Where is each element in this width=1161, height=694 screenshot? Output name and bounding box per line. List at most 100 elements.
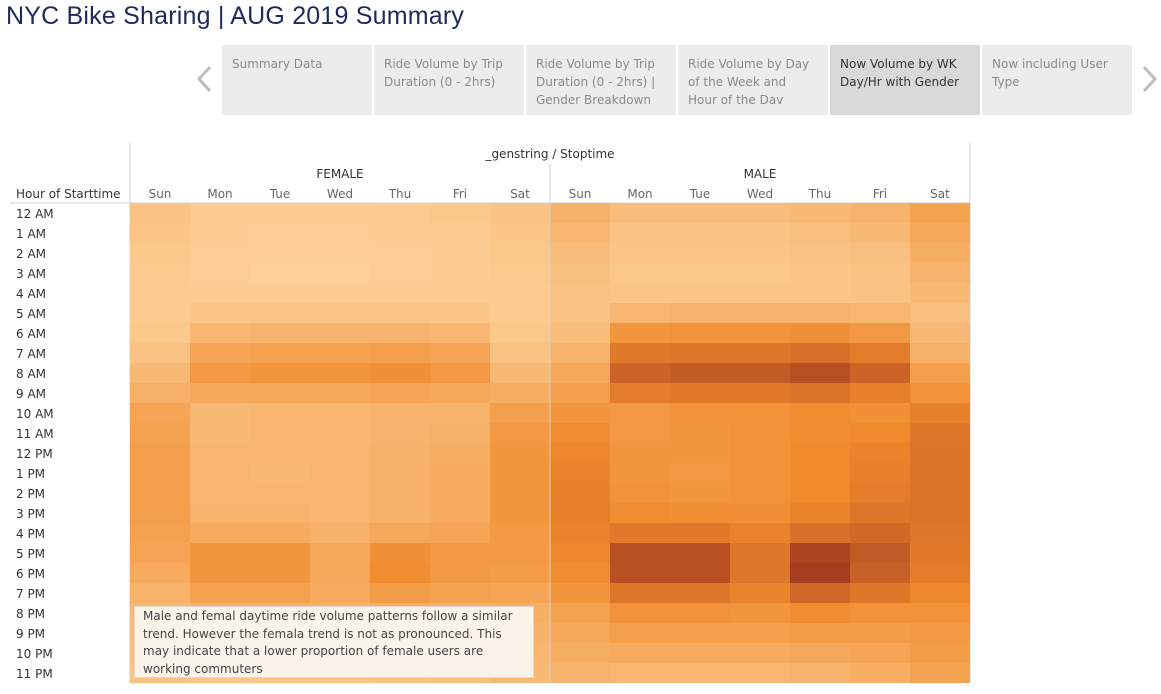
heatmap-cell [490, 223, 550, 243]
heatmap-cell [190, 443, 250, 463]
heatmap-cell [790, 343, 850, 363]
tab-ride-volume-gender[interactable]: Ride Volume by Trip Duration (0 - 2hrs) … [526, 45, 676, 115]
tab-ride-volume-duration[interactable]: Ride Volume by Trip Duration (0 - 2hrs) [374, 45, 524, 115]
heatmap-cell [490, 523, 550, 543]
heatmap-cell [790, 623, 850, 643]
heatmap-cell [250, 403, 310, 423]
heatmap-cell [370, 403, 430, 423]
heatmap-cell [610, 303, 670, 323]
hour-label: 6 AM [16, 327, 46, 341]
heatmap-cell [550, 663, 610, 683]
tab-user-type[interactable]: Now including User Type [982, 45, 1132, 115]
heatmap-cell [310, 563, 370, 583]
heatmap-cell [250, 543, 310, 563]
heatmap-cell [910, 223, 970, 243]
heatmap-cell [130, 383, 190, 403]
heatmap-cell [250, 363, 310, 383]
heatmap-cell [910, 623, 970, 643]
heatmap-cell [790, 523, 850, 543]
heatmap-cell [550, 623, 610, 643]
heatmap-cell [730, 523, 790, 543]
hour-label: 12 PM [16, 447, 53, 461]
heatmap-cell [490, 443, 550, 463]
heatmap-cell [730, 663, 790, 683]
tab-summary-data[interactable]: Summary Data [222, 45, 372, 115]
heatmap-cell [550, 223, 610, 243]
heatmap-cell [250, 343, 310, 363]
heatmap-cell [250, 523, 310, 543]
heatmap-cell [250, 323, 310, 343]
heatmap-cell [610, 263, 670, 283]
heatmap-cell [790, 303, 850, 323]
heatmap-cell [310, 483, 370, 503]
hour-label: 2 PM [16, 487, 45, 501]
heatmap-cell [730, 203, 790, 223]
heatmap-cell [910, 543, 970, 563]
heatmap-cell [370, 283, 430, 303]
heatmap-cell [670, 483, 730, 503]
heatmap-cell [610, 323, 670, 343]
heatmap-cell [790, 603, 850, 623]
heatmap-cell [370, 423, 430, 443]
heatmap-cell [670, 463, 730, 483]
heatmap-cell [190, 503, 250, 523]
heatmap-cell [370, 543, 430, 563]
heatmap-cell [490, 263, 550, 283]
heatmap-cell [850, 383, 910, 403]
tab-volume-wk-gender[interactable]: Now Volume by WK Day/Hr with Gender [830, 45, 980, 115]
heatmap-cell [790, 403, 850, 423]
chevron-right-icon[interactable] [1138, 63, 1160, 95]
heatmap-cell [850, 523, 910, 543]
heatmap-cell [850, 623, 910, 643]
heatmap-cell [250, 463, 310, 483]
heatmap-cell [730, 443, 790, 463]
heatmap-cell [430, 423, 490, 443]
heatmap-cell [490, 363, 550, 383]
day-label: Sat [930, 187, 950, 201]
heatmap-cell [310, 223, 370, 243]
day-label: Wed [747, 187, 773, 201]
hour-label: 9 AM [16, 387, 46, 401]
heatmap-cell [190, 583, 250, 603]
heatmap-cell [310, 543, 370, 563]
tab-ride-volume-day-hour[interactable]: Ride Volume by Day of the Week and Hour … [678, 45, 828, 115]
heatmap-cell [310, 503, 370, 523]
heatmap-cell [610, 563, 670, 583]
heatmap-cell [610, 483, 670, 503]
heatmap-cell [910, 523, 970, 543]
heatmap-cell [130, 463, 190, 483]
heatmap-cell [910, 503, 970, 523]
hour-label: 7 PM [16, 587, 45, 601]
heatmap-cell [910, 383, 970, 403]
chevron-left-icon[interactable] [194, 63, 216, 95]
heatmap-cell [310, 363, 370, 383]
heatmap-cell [610, 343, 670, 363]
heatmap-cell [250, 563, 310, 583]
heatmap-cell [370, 503, 430, 523]
heatmap-cell [310, 523, 370, 543]
heatmap-cell [550, 343, 610, 363]
heatmap-cell [310, 423, 370, 443]
hour-label: 5 AM [16, 307, 46, 321]
heatmap-cell [130, 403, 190, 423]
heatmap-cell [610, 643, 670, 663]
heatmap-cell [490, 483, 550, 503]
heatmap-cell [730, 383, 790, 403]
heatmap-cell [250, 423, 310, 443]
heatmap-cell [490, 343, 550, 363]
heatmap-cell [430, 483, 490, 503]
heatmap-cell [730, 243, 790, 263]
heatmap-cell [850, 603, 910, 623]
heatmap-cell [370, 463, 430, 483]
heatmap-cell [250, 443, 310, 463]
heatmap-cell [910, 463, 970, 483]
day-label: Sun [569, 187, 592, 201]
heatmap-cell [490, 503, 550, 523]
heatmap-cell [610, 283, 670, 303]
heatmap-cell [910, 403, 970, 423]
hour-label: 10 PM [16, 647, 53, 661]
heatmap-cell [430, 503, 490, 523]
heatmap-cell [610, 363, 670, 383]
heatmap-cell [790, 323, 850, 343]
heatmap-cell [190, 483, 250, 503]
